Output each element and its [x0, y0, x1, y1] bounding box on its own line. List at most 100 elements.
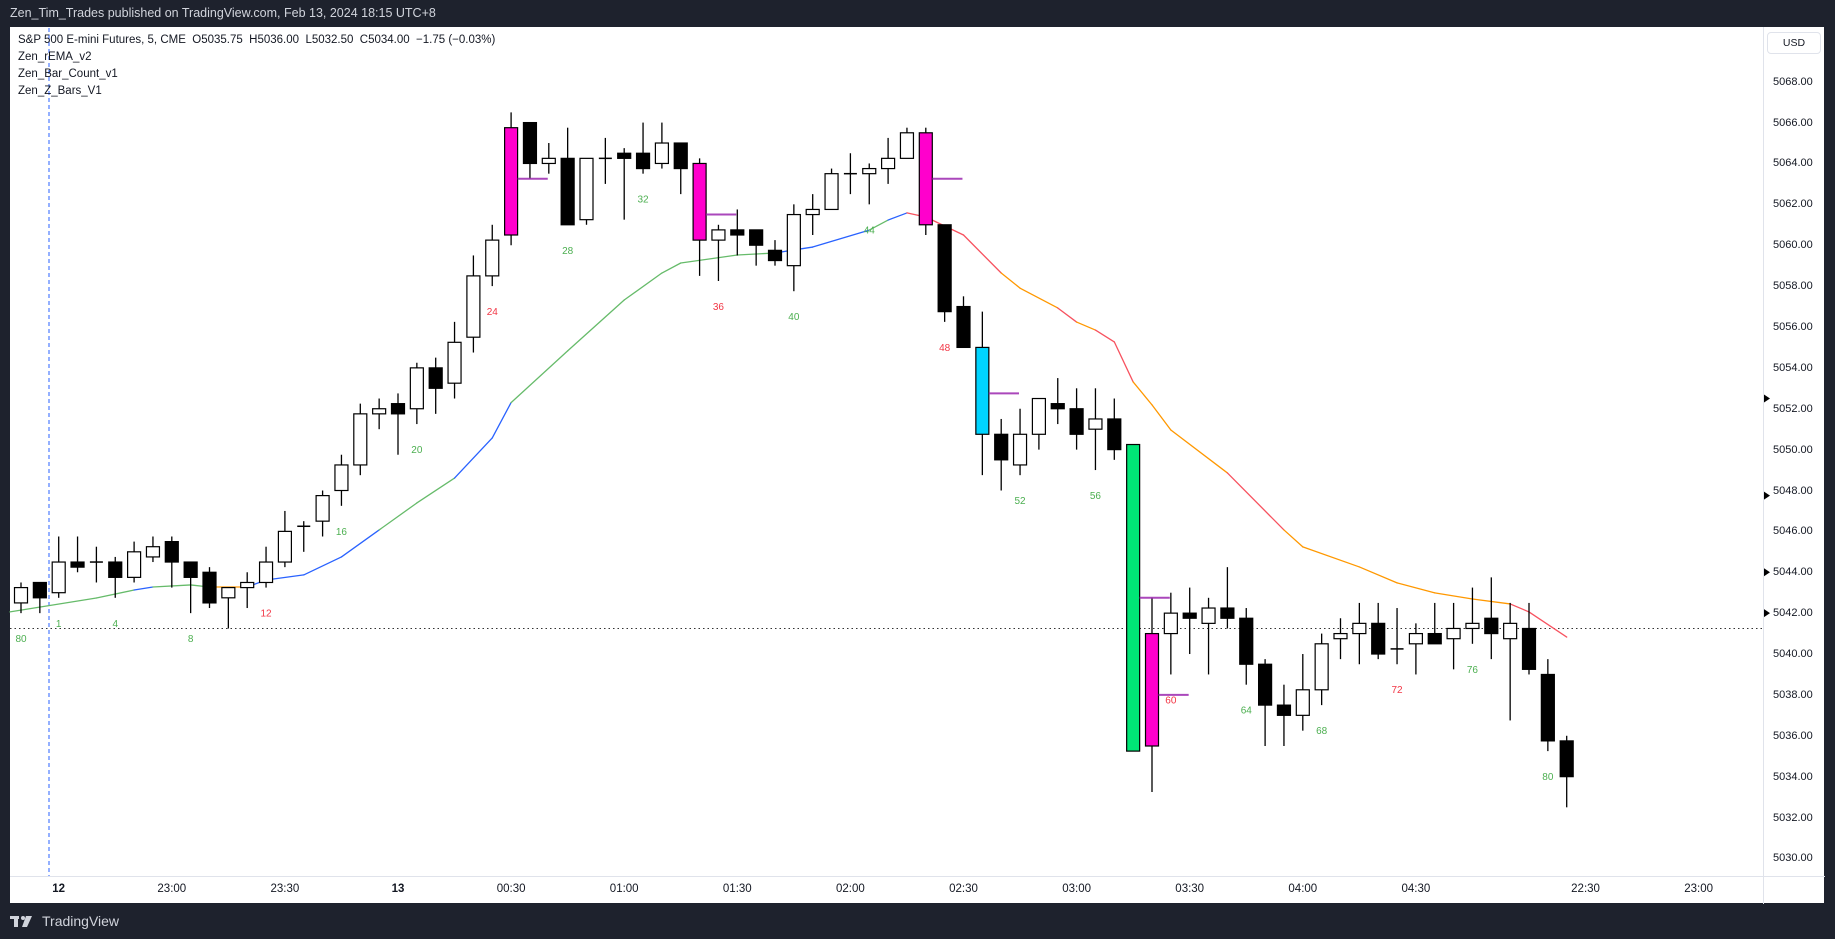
symbol-legend[interactable]: S&P 500 E-mini Futures, 5, CME O5035.75 … [18, 34, 496, 46]
candle [428, 357, 443, 414]
candle-body [786, 213, 801, 267]
ema-segment [1302, 546, 1360, 568]
bar-count-label: 1 [56, 619, 62, 630]
time-axis[interactable] [10, 876, 1763, 904]
candle-body [560, 157, 575, 226]
time-tick-label: 02:30 [949, 883, 978, 895]
indicator-legend-bar-count[interactable]: Zen_Bar_Count_v1 [18, 68, 118, 80]
candle [334, 454, 349, 506]
price-tick-label: 5040.00 [1773, 648, 1813, 661]
candle [1503, 602, 1518, 721]
ema-segment [1170, 429, 1229, 474]
candle-body [1521, 627, 1537, 670]
ema-segment [510, 350, 569, 404]
bar-count-label: 4 [112, 619, 118, 630]
price-tick-label: 5054.00 [1773, 361, 1813, 374]
ema-segment [1094, 329, 1115, 343]
candle [353, 403, 368, 476]
ema-segment [1358, 566, 1398, 584]
candle-body [1484, 617, 1499, 635]
candle-body [1107, 418, 1122, 451]
candle-body [1220, 607, 1235, 619]
candle [956, 296, 971, 349]
candle [1352, 602, 1367, 665]
candle [1257, 659, 1273, 746]
candle [409, 362, 424, 425]
candle-body [673, 142, 688, 170]
chart-frame[interactable] [10, 27, 1824, 903]
price-tick-label: 5036.00 [1773, 729, 1813, 742]
price-tick-label: 5048.00 [1773, 484, 1813, 497]
candle [1521, 602, 1537, 675]
candle [635, 122, 651, 174]
candle-body [862, 167, 877, 175]
ema-segment [887, 212, 908, 221]
candle-body [240, 581, 255, 589]
candle [164, 536, 179, 588]
ema-segment [1434, 592, 1474, 600]
candle-body [805, 208, 820, 216]
ema-segment [378, 502, 418, 531]
bar-count-label: 80 [15, 634, 27, 645]
bar-count-label: 20 [411, 445, 423, 456]
candle-body [1540, 673, 1555, 742]
time-tick-label: 13 [391, 883, 405, 895]
bar-count-label: 64 [1241, 706, 1253, 717]
candle [447, 321, 462, 399]
candle [1314, 633, 1329, 706]
candle-body [824, 173, 839, 211]
price-tick-label: 5042.00 [1773, 607, 1813, 620]
ema-segment [340, 529, 380, 558]
candle [617, 148, 632, 220]
candle [1295, 654, 1310, 731]
time-tick-label: 12 [52, 883, 66, 895]
time-tick-label: 02:00 [836, 883, 865, 895]
candle-body [975, 346, 990, 435]
currency-button[interactable]: USD [1767, 32, 1821, 54]
price-tick-label: 5058.00 [1773, 280, 1813, 293]
candle-body [617, 152, 632, 159]
ema-segment [1113, 341, 1134, 383]
candle-body [1088, 418, 1103, 430]
candle-body [711, 229, 726, 241]
candle-body [428, 367, 443, 389]
candle-body [1276, 704, 1292, 716]
candle-body [749, 229, 764, 246]
candle-body [1069, 408, 1084, 435]
ema-segment [812, 229, 870, 248]
candle [937, 224, 952, 322]
candle [1465, 587, 1480, 644]
candle-body [372, 408, 387, 415]
price-axis[interactable] [1763, 27, 1825, 876]
candle-body [1371, 622, 1386, 655]
candle-body [409, 367, 424, 410]
bar-count-label: 72 [1391, 685, 1403, 696]
indicator-legend-rema[interactable]: Zen_rEMA_v2 [18, 51, 92, 63]
ema-segment [680, 254, 738, 264]
candle-body [277, 530, 292, 563]
candle-body [1201, 607, 1216, 624]
candle [89, 546, 103, 583]
candle [1390, 608, 1404, 665]
ema-segment [1132, 381, 1153, 406]
candle [673, 142, 688, 195]
price-tick-label: 5068.00 [1773, 75, 1813, 88]
time-tick-label: 04:00 [1288, 883, 1318, 895]
candle [1427, 602, 1442, 645]
candle-body [164, 540, 179, 563]
bar-count-label: 60 [1165, 695, 1177, 706]
candle [918, 127, 933, 235]
candle-body [994, 433, 1009, 461]
ema-segment [1019, 287, 1059, 309]
candle-body [126, 551, 142, 578]
indicator-legend-z-bars[interactable]: Zen_Z_Bars_V1 [18, 85, 102, 97]
candle-body [353, 413, 368, 466]
candle-body [1503, 622, 1518, 640]
candle-body [899, 132, 915, 159]
publish-title: Zen_Tim_Trades published on TradingView.… [10, 6, 436, 20]
price-tick-label: 5034.00 [1773, 770, 1813, 783]
bar-count-label: 80 [1542, 772, 1554, 783]
candle [767, 240, 783, 266]
price-tick-label: 5060.00 [1773, 239, 1813, 252]
